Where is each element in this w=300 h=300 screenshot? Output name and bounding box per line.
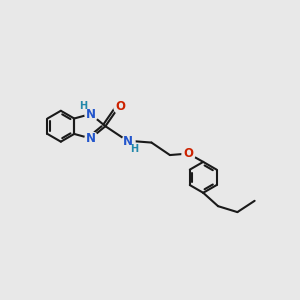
Text: H: H <box>130 143 138 154</box>
Text: O: O <box>115 100 125 113</box>
Text: N: N <box>85 132 96 145</box>
Text: N: N <box>123 135 133 148</box>
Text: H: H <box>79 101 87 111</box>
Text: N: N <box>85 107 96 121</box>
Text: O: O <box>183 147 193 160</box>
